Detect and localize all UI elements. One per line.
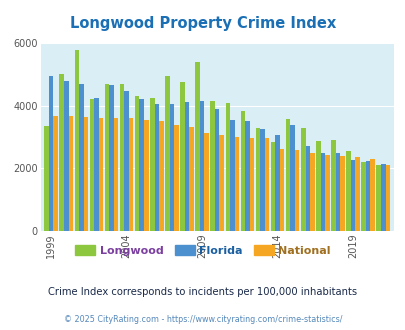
Text: Crime Index corresponds to incidents per 100,000 inhabitants: Crime Index corresponds to incidents per…	[48, 287, 357, 297]
Bar	[240, 111, 245, 231]
Bar	[290, 125, 294, 231]
Bar	[330, 140, 335, 231]
Bar	[255, 128, 260, 231]
Bar	[169, 104, 174, 231]
Bar	[150, 98, 154, 231]
Bar	[369, 159, 374, 231]
Text: © 2025 CityRating.com - https://www.cityrating.com/crime-statistics/: © 2025 CityRating.com - https://www.city…	[64, 314, 341, 324]
Bar	[124, 91, 129, 231]
Bar	[79, 84, 83, 231]
Bar	[294, 150, 299, 231]
Bar	[245, 121, 249, 231]
Bar	[94, 98, 98, 231]
Bar	[260, 129, 264, 231]
Bar	[144, 120, 148, 231]
Bar	[154, 104, 159, 231]
Bar	[385, 165, 389, 231]
Bar	[83, 117, 88, 231]
Bar	[365, 161, 369, 231]
Bar	[305, 147, 309, 231]
Bar	[339, 156, 344, 231]
Bar	[139, 99, 144, 231]
Bar	[279, 149, 283, 231]
Bar	[189, 127, 193, 231]
Bar	[195, 62, 199, 231]
Bar	[134, 96, 139, 231]
Bar	[68, 115, 73, 231]
Bar	[270, 142, 275, 231]
Bar	[90, 99, 94, 231]
Bar	[275, 135, 279, 231]
Bar	[375, 165, 380, 231]
Text: Longwood Property Crime Index: Longwood Property Crime Index	[70, 16, 335, 31]
Bar	[320, 153, 324, 231]
Bar	[98, 117, 103, 231]
Bar	[184, 102, 189, 231]
Bar	[174, 125, 178, 231]
Bar	[129, 118, 133, 231]
Bar	[354, 157, 359, 231]
Bar	[380, 164, 385, 231]
Legend: Longwood, Florida, National: Longwood, Florida, National	[71, 241, 334, 260]
Bar	[199, 101, 204, 231]
Bar	[59, 74, 64, 231]
Bar	[53, 116, 58, 231]
Bar	[210, 101, 214, 231]
Bar	[119, 84, 124, 231]
Bar	[345, 151, 350, 231]
Bar	[350, 160, 354, 231]
Bar	[249, 138, 254, 231]
Bar	[234, 137, 239, 231]
Bar	[44, 126, 49, 231]
Bar	[64, 81, 68, 231]
Bar	[104, 84, 109, 231]
Bar	[219, 135, 224, 231]
Bar	[204, 133, 209, 231]
Bar	[214, 109, 219, 231]
Bar	[180, 82, 184, 231]
Bar	[225, 103, 230, 231]
Bar	[315, 141, 320, 231]
Bar	[75, 50, 79, 231]
Bar	[324, 154, 329, 231]
Bar	[49, 76, 53, 231]
Bar	[335, 153, 339, 231]
Bar	[309, 153, 314, 231]
Bar	[300, 128, 305, 231]
Bar	[113, 117, 118, 231]
Bar	[159, 121, 163, 231]
Bar	[230, 120, 234, 231]
Bar	[165, 76, 169, 231]
Bar	[285, 119, 290, 231]
Bar	[360, 162, 365, 231]
Bar	[109, 85, 113, 231]
Bar	[264, 138, 269, 231]
